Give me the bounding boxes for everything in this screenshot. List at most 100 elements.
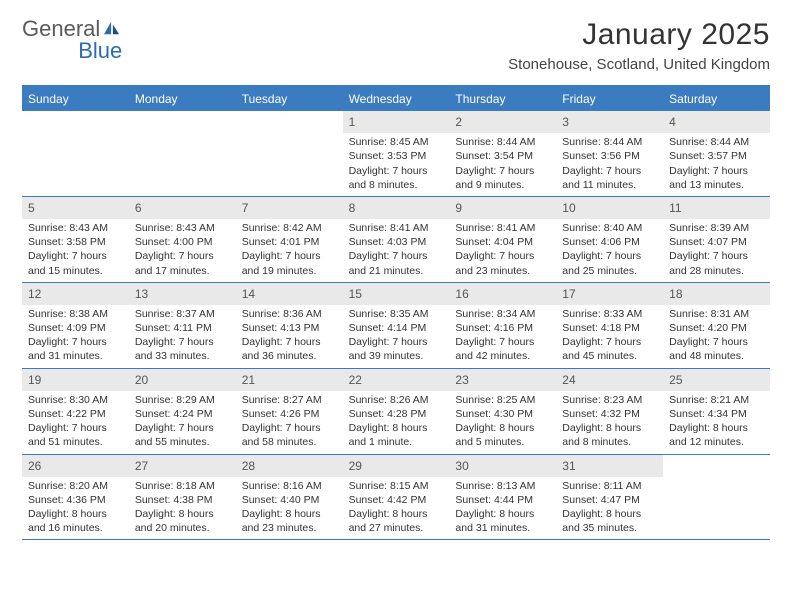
sunrise-line: Sunrise: 8:44 AM: [562, 135, 657, 149]
day-number: 11: [663, 197, 770, 219]
location: Stonehouse, Scotland, United Kingdom: [508, 56, 770, 73]
calendar-cell: 31Sunrise: 8:11 AMSunset: 4:47 PMDayligh…: [556, 455, 663, 540]
calendar-cell: 25Sunrise: 8:21 AMSunset: 4:34 PMDayligh…: [663, 369, 770, 454]
day-number: 9: [449, 197, 556, 219]
daylight-line: Daylight: 7 hours and 8 minutes.: [349, 164, 444, 192]
day-info: Sunrise: 8:37 AMSunset: 4:11 PMDaylight:…: [129, 307, 236, 368]
day-info: Sunrise: 8:18 AMSunset: 4:38 PMDaylight:…: [129, 479, 236, 540]
sunrise-line: Sunrise: 8:43 AM: [135, 221, 230, 235]
calendar-cell: 12Sunrise: 8:38 AMSunset: 4:09 PMDayligh…: [22, 283, 129, 368]
day-info: Sunrise: 8:16 AMSunset: 4:40 PMDaylight:…: [236, 479, 343, 540]
day-info: Sunrise: 8:40 AMSunset: 4:06 PMDaylight:…: [556, 221, 663, 282]
daylight-line: Daylight: 8 hours and 31 minutes.: [455, 507, 550, 535]
day-number: [236, 111, 343, 133]
calendar-cell: 1Sunrise: 8:45 AMSunset: 3:53 PMDaylight…: [343, 111, 450, 196]
day-info: Sunrise: 8:41 AMSunset: 4:03 PMDaylight:…: [343, 221, 450, 282]
day-header: Tuesday: [236, 87, 343, 111]
daylight-line: Daylight: 7 hours and 51 minutes.: [28, 421, 123, 449]
calendar-cell: 4Sunrise: 8:44 AMSunset: 3:57 PMDaylight…: [663, 111, 770, 196]
sunset-line: Sunset: 4:14 PM: [349, 321, 444, 335]
day-number: 18: [663, 283, 770, 305]
day-info: Sunrise: 8:44 AMSunset: 3:54 PMDaylight:…: [449, 135, 556, 196]
day-info: Sunrise: 8:31 AMSunset: 4:20 PMDaylight:…: [663, 307, 770, 368]
day-header: Thursday: [449, 87, 556, 111]
day-info: Sunrise: 8:41 AMSunset: 4:04 PMDaylight:…: [449, 221, 556, 282]
logo-sail-icon: [102, 18, 122, 40]
daylight-line: Daylight: 7 hours and 11 minutes.: [562, 164, 657, 192]
day-info: Sunrise: 8:11 AMSunset: 4:47 PMDaylight:…: [556, 479, 663, 540]
sunset-line: Sunset: 4:44 PM: [455, 493, 550, 507]
week-row: 1Sunrise: 8:45 AMSunset: 3:53 PMDaylight…: [22, 111, 770, 197]
day-number: 30: [449, 455, 556, 477]
sunrise-line: Sunrise: 8:29 AM: [135, 393, 230, 407]
daylight-line: Daylight: 8 hours and 35 minutes.: [562, 507, 657, 535]
day-info: Sunrise: 8:23 AMSunset: 4:32 PMDaylight:…: [556, 393, 663, 454]
calendar-cell: [129, 111, 236, 196]
day-info: Sunrise: 8:25 AMSunset: 4:30 PMDaylight:…: [449, 393, 556, 454]
sunset-line: Sunset: 4:04 PM: [455, 235, 550, 249]
day-info: Sunrise: 8:44 AMSunset: 3:56 PMDaylight:…: [556, 135, 663, 196]
sunrise-line: Sunrise: 8:41 AM: [349, 221, 444, 235]
day-number: 10: [556, 197, 663, 219]
day-number: 8: [343, 197, 450, 219]
sunrise-line: Sunrise: 8:40 AM: [562, 221, 657, 235]
day-number: 31: [556, 455, 663, 477]
sunset-line: Sunset: 4:32 PM: [562, 407, 657, 421]
calendar-cell: 5Sunrise: 8:43 AMSunset: 3:58 PMDaylight…: [22, 197, 129, 282]
calendar-cell: 20Sunrise: 8:29 AMSunset: 4:24 PMDayligh…: [129, 369, 236, 454]
sunrise-line: Sunrise: 8:43 AM: [28, 221, 123, 235]
sunrise-line: Sunrise: 8:25 AM: [455, 393, 550, 407]
sunset-line: Sunset: 4:06 PM: [562, 235, 657, 249]
calendar-cell: 2Sunrise: 8:44 AMSunset: 3:54 PMDaylight…: [449, 111, 556, 196]
day-number: [663, 455, 770, 477]
sunrise-line: Sunrise: 8:13 AM: [455, 479, 550, 493]
day-number: 3: [556, 111, 663, 133]
calendar-cell: 28Sunrise: 8:16 AMSunset: 4:40 PMDayligh…: [236, 455, 343, 540]
calendar-cell: 29Sunrise: 8:15 AMSunset: 4:42 PMDayligh…: [343, 455, 450, 540]
day-number: 14: [236, 283, 343, 305]
day-number: 13: [129, 283, 236, 305]
sunrise-line: Sunrise: 8:35 AM: [349, 307, 444, 321]
sunset-line: Sunset: 4:13 PM: [242, 321, 337, 335]
calendar-cell: 6Sunrise: 8:43 AMSunset: 4:00 PMDaylight…: [129, 197, 236, 282]
sunset-line: Sunset: 4:00 PM: [135, 235, 230, 249]
day-number: 17: [556, 283, 663, 305]
daylight-line: Daylight: 8 hours and 8 minutes.: [562, 421, 657, 449]
day-number: 24: [556, 369, 663, 391]
day-info: Sunrise: 8:33 AMSunset: 4:18 PMDaylight:…: [556, 307, 663, 368]
sunrise-line: Sunrise: 8:30 AM: [28, 393, 123, 407]
calendar-cell: 14Sunrise: 8:36 AMSunset: 4:13 PMDayligh…: [236, 283, 343, 368]
calendar-cell: 21Sunrise: 8:27 AMSunset: 4:26 PMDayligh…: [236, 369, 343, 454]
day-info: Sunrise: 8:45 AMSunset: 3:53 PMDaylight:…: [343, 135, 450, 196]
sunset-line: Sunset: 3:54 PM: [455, 149, 550, 163]
day-info: Sunrise: 8:29 AMSunset: 4:24 PMDaylight:…: [129, 393, 236, 454]
daylight-line: Daylight: 7 hours and 45 minutes.: [562, 335, 657, 363]
day-number: 5: [22, 197, 129, 219]
calendar-cell: 23Sunrise: 8:25 AMSunset: 4:30 PMDayligh…: [449, 369, 556, 454]
day-number: 6: [129, 197, 236, 219]
day-number: 22: [343, 369, 450, 391]
day-number: 25: [663, 369, 770, 391]
sunset-line: Sunset: 4:24 PM: [135, 407, 230, 421]
logo-text-gray: General: [22, 18, 100, 40]
daylight-line: Daylight: 8 hours and 5 minutes.: [455, 421, 550, 449]
daylight-line: Daylight: 8 hours and 23 minutes.: [242, 507, 337, 535]
day-number: 29: [343, 455, 450, 477]
logo-text-blue: Blue: [22, 40, 122, 62]
day-number: 21: [236, 369, 343, 391]
day-info: Sunrise: 8:43 AMSunset: 3:58 PMDaylight:…: [22, 221, 129, 282]
sunset-line: Sunset: 4:22 PM: [28, 407, 123, 421]
day-info: Sunrise: 8:42 AMSunset: 4:01 PMDaylight:…: [236, 221, 343, 282]
day-info: Sunrise: 8:44 AMSunset: 3:57 PMDaylight:…: [663, 135, 770, 196]
daylight-line: Daylight: 7 hours and 9 minutes.: [455, 164, 550, 192]
sunset-line: Sunset: 4:47 PM: [562, 493, 657, 507]
day-number: 1: [343, 111, 450, 133]
month-title: January 2025: [508, 18, 770, 52]
daylight-line: Daylight: 7 hours and 19 minutes.: [242, 249, 337, 277]
calendar-cell: 27Sunrise: 8:18 AMSunset: 4:38 PMDayligh…: [129, 455, 236, 540]
day-number: 28: [236, 455, 343, 477]
day-info: Sunrise: 8:43 AMSunset: 4:00 PMDaylight:…: [129, 221, 236, 282]
daylight-line: Daylight: 8 hours and 1 minute.: [349, 421, 444, 449]
sunset-line: Sunset: 3:56 PM: [562, 149, 657, 163]
daylight-line: Daylight: 7 hours and 15 minutes.: [28, 249, 123, 277]
